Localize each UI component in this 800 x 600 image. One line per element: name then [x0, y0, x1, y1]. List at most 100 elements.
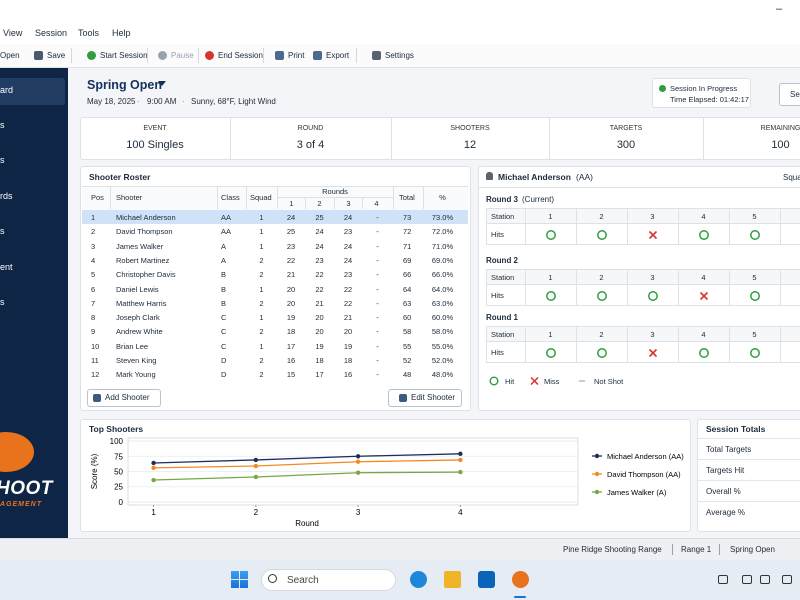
event-title[interactable]: Spring Open — [87, 78, 162, 92]
station-number: 1 — [548, 273, 553, 282]
sidebar-item[interactable]: s — [0, 297, 5, 307]
tray-icon[interactable] — [742, 575, 752, 584]
summary-divider — [230, 117, 231, 160]
table-cell: 64.0% — [431, 284, 454, 294]
summary-value: 100 Singles — [126, 139, 184, 151]
toolbar-button[interactable]: Start Session — [100, 51, 148, 60]
taskbar-app[interactable] — [478, 571, 495, 588]
squad-label: Squa — [783, 173, 800, 182]
sidebar-item[interactable]: ent — [0, 262, 13, 272]
toolbar-button[interactable]: Export — [326, 51, 350, 60]
toolbar-button[interactable]: End Session — [218, 51, 263, 60]
table-cell: AA — [221, 227, 232, 237]
table-cell: 60.0% — [431, 313, 454, 323]
minimize-button[interactable]: – — [776, 3, 783, 15]
shot-result — [597, 348, 607, 358]
shot-result — [648, 348, 658, 358]
table-cell: 1 — [259, 241, 264, 251]
table-cell: Brian Lee — [116, 341, 149, 351]
toolbar-button[interactable]: Open — [0, 51, 20, 60]
table-cell: 7 — [91, 298, 96, 308]
table-cell: B — [221, 284, 227, 294]
logo-subtext: AGEMENT — [0, 501, 42, 508]
table-cell: 20 — [315, 313, 324, 323]
summary-label: SHOOTERS — [450, 125, 490, 132]
menu-item[interactable]: Session — [35, 28, 68, 38]
table-cell: 69.0% — [431, 255, 454, 265]
table-cell: 2 — [91, 227, 96, 237]
chart-panel — [80, 419, 691, 532]
roster-button[interactable] — [388, 389, 462, 407]
table-cell: - — [376, 213, 379, 222]
divider — [698, 459, 800, 460]
hits-row — [486, 224, 800, 245]
row-label: Hits — [491, 291, 504, 300]
table-cell: 21 — [315, 298, 324, 308]
hit-icon — [648, 291, 658, 301]
sidebar-item[interactable]: rds — [0, 191, 13, 201]
sidebar-item[interactable]: ard — [0, 85, 14, 95]
button-label: Add Shooter — [105, 393, 150, 402]
toolbar-button[interactable]: Save — [47, 51, 66, 60]
menu-item[interactable]: View — [3, 28, 23, 38]
table-cell: 22 — [343, 298, 353, 308]
selected-row — [82, 210, 468, 224]
table-cell: - — [376, 341, 379, 351]
hit-icon — [750, 291, 760, 301]
table-cell: 22 — [286, 255, 296, 265]
tray-icon[interactable] — [782, 575, 792, 584]
taskbar-app[interactable] — [512, 571, 529, 588]
toolbar-separator — [263, 48, 264, 63]
toolbar-button[interactable]: Print — [288, 51, 305, 60]
status-text: Session In Progress — [670, 84, 738, 93]
chart-title: Top Shooters — [89, 424, 144, 434]
table-cell: D — [221, 356, 227, 365]
toolbar-button[interactable]: Settings — [385, 51, 414, 60]
row-label: Hits — [491, 230, 504, 239]
shot-result — [750, 348, 760, 358]
table-cell: 20 — [343, 327, 353, 337]
table-cell: 10 — [91, 341, 100, 351]
station-row — [486, 326, 800, 342]
search-box[interactable] — [261, 569, 396, 591]
shot-result — [597, 291, 607, 301]
toolbar-button[interactable]: Pause — [171, 51, 194, 60]
station-number: 4 — [701, 330, 706, 339]
table-cell: 73 — [403, 213, 412, 222]
menu-item[interactable]: Tools — [78, 28, 100, 38]
taskbar-app[interactable] — [410, 571, 427, 588]
hit-icon — [750, 230, 760, 240]
sidebar-item[interactable]: s — [0, 226, 5, 236]
taskbar-app[interactable] — [444, 571, 461, 588]
sidebar-item[interactable]: s — [0, 155, 5, 165]
table-cell: Andrew White — [116, 327, 163, 337]
dropdown-caret — [158, 81, 166, 86]
table-cell: 63.0% — [431, 298, 454, 308]
taskbar — [0, 560, 800, 600]
toolbar-icon — [313, 51, 322, 60]
summary-value: 300 — [616, 139, 636, 151]
grid-line — [780, 208, 781, 245]
tray-icon[interactable] — [760, 575, 770, 584]
station-number: 2 — [599, 273, 604, 282]
grid-line — [334, 197, 335, 209]
header-button-label: Se — [790, 90, 800, 99]
tray-icon[interactable] — [718, 575, 728, 584]
table-cell: 55.0% — [431, 341, 454, 351]
round-column-header: 3 — [346, 199, 351, 208]
station-row — [486, 208, 800, 224]
header-button[interactable] — [779, 83, 800, 106]
menu-item[interactable]: Help — [112, 28, 131, 38]
sidebar-item[interactable]: s — [0, 120, 5, 130]
roster-button[interactable] — [87, 389, 161, 407]
table-cell: 24 — [315, 241, 324, 251]
table-cell: 20 — [286, 284, 296, 294]
button-icon — [399, 394, 407, 402]
button-icon — [93, 394, 101, 402]
table-cell: 18 — [315, 356, 324, 365]
grid-line — [729, 208, 730, 245]
scorecard-panel — [478, 166, 800, 411]
grid-line — [246, 186, 247, 209]
table-cell: 25 — [286, 227, 296, 237]
summary-divider — [549, 117, 550, 160]
